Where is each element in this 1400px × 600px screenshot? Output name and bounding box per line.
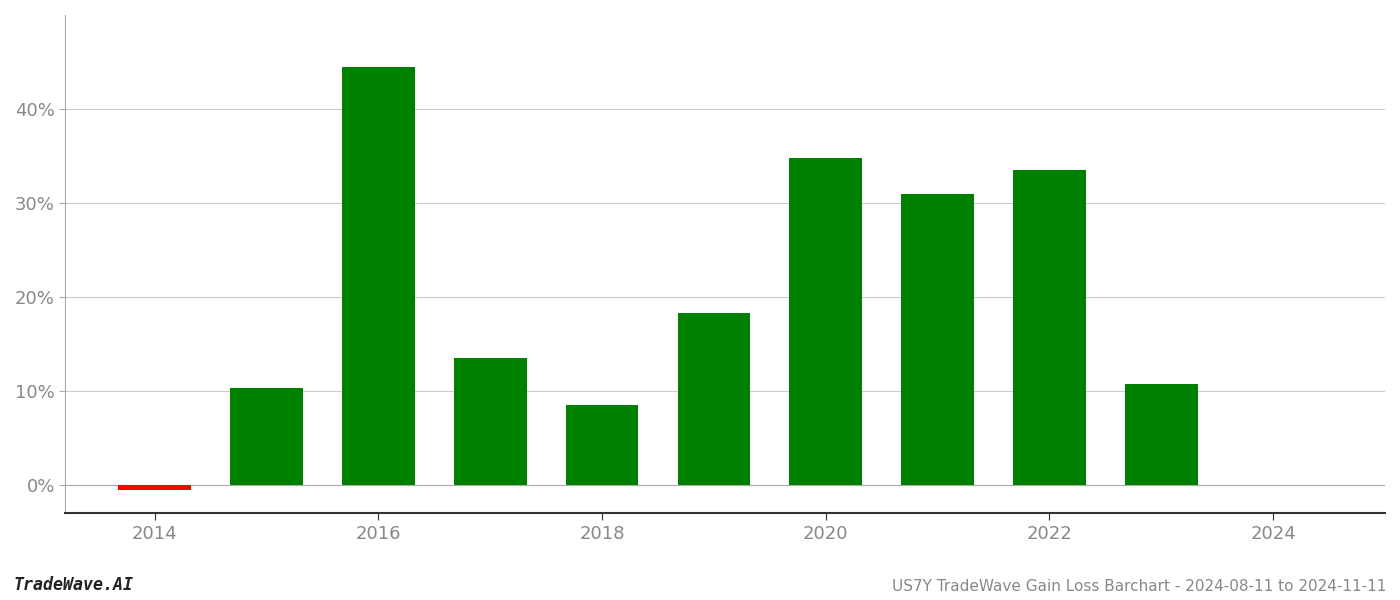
Bar	[1126, 385, 1197, 485]
Bar	[790, 158, 862, 485]
Bar	[902, 194, 974, 485]
Bar	[566, 405, 638, 485]
Bar	[678, 313, 750, 485]
Text: US7Y TradeWave Gain Loss Barchart - 2024-08-11 to 2024-11-11: US7Y TradeWave Gain Loss Barchart - 2024…	[892, 579, 1386, 594]
Bar	[342, 67, 414, 485]
Bar	[230, 388, 302, 485]
Bar	[454, 358, 526, 485]
Bar	[1014, 170, 1086, 485]
Text: TradeWave.AI: TradeWave.AI	[14, 576, 134, 594]
Bar	[119, 485, 192, 490]
